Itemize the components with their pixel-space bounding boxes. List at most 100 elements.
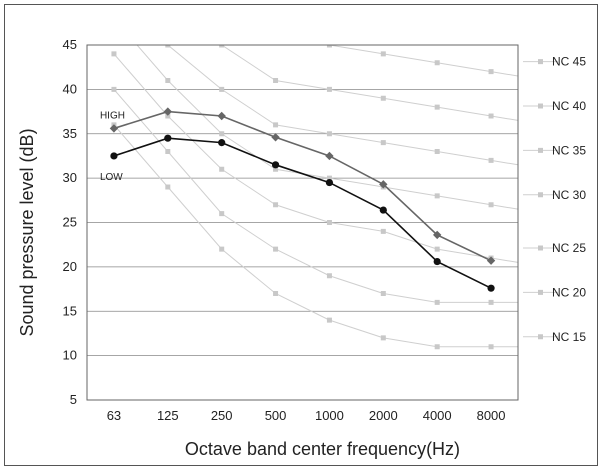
nc-point bbox=[219, 45, 225, 48]
nc-point bbox=[380, 95, 386, 101]
series-point-low bbox=[271, 161, 280, 169]
xtick-8000: 8000 bbox=[477, 408, 506, 423]
nc-point bbox=[434, 104, 440, 110]
xtick-1000: 1000 bbox=[315, 408, 344, 423]
nc-point bbox=[165, 78, 171, 83]
series-point-high bbox=[325, 151, 334, 161]
y-axis-title: Sound pressure level (dB) bbox=[17, 128, 37, 336]
series-point-low bbox=[325, 178, 334, 187]
plot-area-border bbox=[86, 44, 519, 401]
series-line-low bbox=[113, 137, 492, 289]
nc-point bbox=[165, 149, 171, 154]
nc-point bbox=[326, 317, 332, 323]
nc-label: NC 45 bbox=[552, 55, 586, 69]
xtick-63: 63 bbox=[107, 408, 121, 423]
series-line-high bbox=[113, 110, 492, 262]
grid-lines bbox=[87, 88, 518, 357]
nc-point bbox=[273, 122, 279, 128]
nc-point bbox=[219, 131, 225, 137]
measurement-series: HIGH LOW bbox=[100, 107, 496, 292]
nc-curves-clipped bbox=[111, 45, 518, 350]
ytick-25: 25 bbox=[63, 215, 77, 230]
nc-point bbox=[380, 335, 386, 341]
series-point-low bbox=[218, 139, 226, 147]
nc-curve-line bbox=[220, 45, 518, 121]
series-point-high bbox=[271, 133, 280, 142]
nc-legend-marker bbox=[538, 289, 543, 295]
nc-label: NC 30 bbox=[552, 188, 586, 202]
x-axis-title: Octave band center frequency(Hz) bbox=[185, 439, 460, 459]
nc-label: NC 20 bbox=[552, 285, 586, 299]
nc-point bbox=[219, 166, 225, 172]
nc-point bbox=[219, 211, 225, 217]
nc-point bbox=[380, 291, 386, 296]
nc-legend-marker bbox=[538, 192, 543, 198]
ytick-5: 5 bbox=[70, 392, 77, 407]
nc-curve-line bbox=[113, 53, 518, 263]
xtick-4000: 4000 bbox=[423, 408, 452, 423]
ytick-10: 10 bbox=[63, 348, 77, 363]
nc-curves bbox=[111, 45, 518, 350]
nc-point bbox=[434, 246, 440, 252]
nc-point bbox=[380, 51, 386, 57]
nc-point bbox=[273, 78, 279, 83]
nc-point bbox=[273, 291, 279, 296]
nc-point bbox=[111, 86, 117, 92]
nc-point bbox=[326, 45, 332, 48]
series-point-high bbox=[109, 124, 119, 133]
nc-point bbox=[488, 299, 494, 305]
nc-legend-marker bbox=[538, 103, 543, 109]
nc-legend-marker bbox=[538, 59, 543, 65]
nc-point bbox=[165, 113, 171, 119]
nc-legend: NC 45 NC 40 NC 35 NC 30 NC 25 NC 20 NC 15 bbox=[523, 55, 586, 344]
nc-point bbox=[488, 69, 494, 75]
nc-point bbox=[380, 228, 386, 234]
xtick-125: 125 bbox=[157, 408, 179, 423]
nc-point bbox=[165, 184, 171, 190]
nc-point bbox=[273, 246, 279, 252]
nc-label: NC 35 bbox=[552, 143, 586, 157]
nc-point bbox=[273, 166, 279, 172]
nc-point bbox=[488, 157, 494, 163]
y-tick-labels: 5 10 15 20 25 30 35 40 45 bbox=[63, 37, 77, 407]
xtick-500: 500 bbox=[265, 408, 287, 423]
ytick-20: 20 bbox=[63, 259, 77, 274]
nc-label: NC 40 bbox=[552, 99, 586, 113]
nc-legend-marker bbox=[538, 245, 543, 251]
ytick-15: 15 bbox=[63, 303, 77, 318]
nc-point bbox=[434, 149, 440, 154]
series-point-low bbox=[379, 206, 387, 214]
series-point-high bbox=[217, 111, 226, 121]
nc-point bbox=[326, 220, 332, 225]
ytick-35: 35 bbox=[63, 126, 77, 141]
nc-point bbox=[326, 131, 332, 137]
xtick-250: 250 bbox=[211, 408, 233, 423]
series-point-low bbox=[487, 284, 495, 292]
nc-point bbox=[326, 86, 332, 92]
nc-point bbox=[165, 45, 171, 48]
nc-point bbox=[488, 344, 494, 350]
chart-frame bbox=[4, 4, 598, 466]
x-tick-labels: 63 125 250 500 1000 2000 4000 8000 bbox=[107, 408, 506, 423]
series-point-low bbox=[164, 134, 172, 142]
nc-curve-line bbox=[136, 45, 518, 210]
nc-point bbox=[434, 60, 440, 66]
nc-point bbox=[434, 299, 440, 305]
nc-label: NC 15 bbox=[552, 330, 586, 344]
nc-legend-marker bbox=[538, 147, 543, 153]
nc-point bbox=[434, 193, 440, 199]
nc-point bbox=[111, 51, 117, 57]
series-point-high bbox=[486, 256, 496, 265]
nc-curve-line bbox=[326, 45, 518, 77]
nc-point bbox=[488, 113, 494, 119]
nc-curve-line bbox=[167, 45, 518, 166]
series-point-high bbox=[432, 230, 442, 240]
ytick-30: 30 bbox=[63, 170, 77, 185]
series-label-low: LOW bbox=[100, 172, 123, 183]
nc-point bbox=[326, 175, 332, 181]
nc-curve-line bbox=[113, 124, 518, 348]
nc-point bbox=[219, 86, 225, 92]
nc-point bbox=[488, 202, 494, 208]
series-point-high bbox=[379, 180, 388, 189]
